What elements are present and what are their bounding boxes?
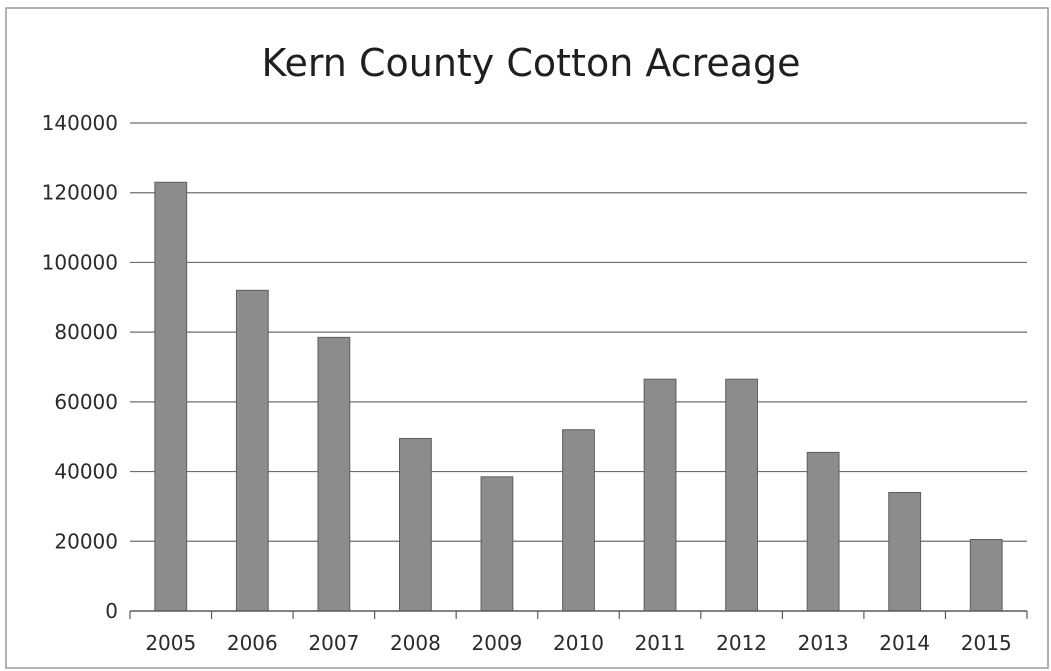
y-tick-label: 40000 [54, 460, 118, 484]
y-tick-label: 140000 [42, 111, 118, 135]
bar-2012 [725, 378, 758, 612]
y-tick-label: 100000 [42, 250, 118, 274]
x-tick-label: 2013 [798, 631, 849, 655]
bar-2015 [969, 539, 1003, 612]
x-tick-label: 2014 [879, 631, 930, 655]
bars [154, 181, 1003, 612]
y-tick-label: 80000 [54, 320, 118, 344]
x-tick-label: 2009 [472, 631, 523, 655]
bar-2009 [480, 476, 514, 612]
y-tick-label: 0 [105, 599, 118, 623]
bar-2008 [399, 437, 432, 612]
y-axis-tick-labels: 0 20000 40000 60000 80000 100000 120000 140000 [42, 111, 118, 623]
x-axis [129, 610, 1028, 619]
y-tick-label: 20000 [54, 529, 118, 553]
bar-2005 [154, 181, 188, 612]
x-tick-label: 2012 [716, 631, 767, 655]
x-tick-label: 2007 [308, 631, 359, 655]
x-tick-label: 2006 [227, 631, 278, 655]
y-tick-label: 60000 [54, 390, 118, 414]
bar-2013 [806, 451, 840, 612]
x-axis-tick-labels: 2005 2006 2007 2008 2009 2010 2011 2012 2013 2014… [145, 631, 1011, 655]
bar-2010 [562, 429, 595, 612]
x-tick-label: 2010 [553, 631, 604, 655]
y-tick-label: 120000 [42, 181, 118, 205]
bar-2006 [235, 289, 269, 612]
bar-2007 [317, 336, 351, 612]
x-tick-label: 2008 [390, 631, 441, 655]
gridlines [130, 122, 1027, 542]
x-tick-label: 2015 [961, 631, 1012, 655]
bar-2011 [643, 378, 677, 612]
chart-title: Kern County Cotton Acreage [261, 41, 800, 85]
bar-2014 [888, 491, 922, 612]
x-tick-label: 2005 [145, 631, 196, 655]
x-tick-label: 2011 [635, 631, 686, 655]
